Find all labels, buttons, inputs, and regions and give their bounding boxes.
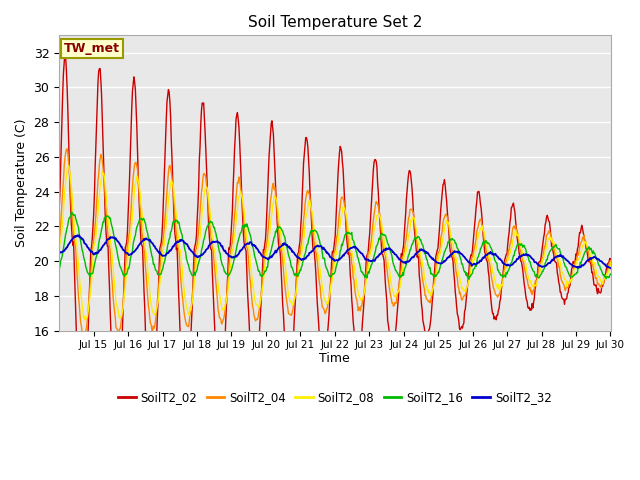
SoilT2_08 xyxy=(122,284,129,290)
SoilT2_16 xyxy=(55,266,63,272)
SoilT2_08 xyxy=(271,194,278,200)
SoilT2_16 xyxy=(423,257,431,263)
SoilT2_04 xyxy=(63,146,71,152)
SoilT2_16 xyxy=(121,273,129,279)
SoilT2_08 xyxy=(223,296,230,301)
SoilT2_02 xyxy=(55,207,63,213)
SoilT2_08 xyxy=(65,163,72,168)
SoilT2_08 xyxy=(55,249,63,255)
SoilT2_16 xyxy=(392,268,400,274)
SoilT2_16 xyxy=(250,246,257,252)
SoilT2_02 xyxy=(78,429,86,434)
SoilT2_08 xyxy=(424,289,432,295)
SoilT2_04 xyxy=(80,336,88,342)
SoilT2_08 xyxy=(81,317,89,323)
Line: SoilT2_04: SoilT2_04 xyxy=(59,149,611,339)
Line: SoilT2_32: SoilT2_32 xyxy=(59,235,611,268)
Line: SoilT2_16: SoilT2_16 xyxy=(59,212,611,279)
SoilT2_04 xyxy=(55,239,63,244)
Line: SoilT2_08: SoilT2_08 xyxy=(59,166,611,320)
SoilT2_32 xyxy=(222,250,230,256)
SoilT2_02 xyxy=(393,312,401,318)
SoilT2_04 xyxy=(122,266,129,272)
SoilT2_16 xyxy=(607,271,614,277)
SoilT2_02 xyxy=(223,299,230,304)
SoilT2_04 xyxy=(424,298,432,303)
SoilT2_02 xyxy=(122,245,129,251)
SoilT2_32 xyxy=(55,250,63,255)
SoilT2_02 xyxy=(250,377,258,383)
SoilT2_32 xyxy=(607,265,614,271)
SoilT2_08 xyxy=(393,291,401,297)
Title: Soil Temperature Set 2: Soil Temperature Set 2 xyxy=(248,15,422,30)
SoilT2_32 xyxy=(423,250,431,256)
SoilT2_02 xyxy=(424,336,432,342)
SoilT2_16 xyxy=(68,209,76,215)
X-axis label: Time: Time xyxy=(319,352,350,365)
SoilT2_32 xyxy=(270,251,278,256)
SoilT2_04 xyxy=(607,258,614,264)
SoilT2_32 xyxy=(74,232,82,238)
SoilT2_02 xyxy=(61,50,68,56)
SoilT2_08 xyxy=(250,291,258,297)
Line: SoilT2_02: SoilT2_02 xyxy=(59,53,611,432)
SoilT2_02 xyxy=(607,256,614,262)
SoilT2_16 xyxy=(465,276,473,282)
Text: TW_met: TW_met xyxy=(65,42,120,55)
Legend: SoilT2_02, SoilT2_04, SoilT2_08, SoilT2_16, SoilT2_32: SoilT2_02, SoilT2_04, SoilT2_08, SoilT2_… xyxy=(113,387,556,409)
SoilT2_32 xyxy=(250,242,257,248)
SoilT2_16 xyxy=(270,234,278,240)
SoilT2_16 xyxy=(222,271,230,276)
SoilT2_02 xyxy=(271,163,278,169)
SoilT2_32 xyxy=(121,248,129,254)
SoilT2_04 xyxy=(271,184,278,190)
SoilT2_32 xyxy=(392,252,400,258)
Y-axis label: Soil Temperature (C): Soil Temperature (C) xyxy=(15,119,28,247)
SoilT2_04 xyxy=(393,293,401,299)
SoilT2_08 xyxy=(607,260,614,265)
SoilT2_04 xyxy=(223,294,230,300)
SoilT2_04 xyxy=(250,312,258,318)
